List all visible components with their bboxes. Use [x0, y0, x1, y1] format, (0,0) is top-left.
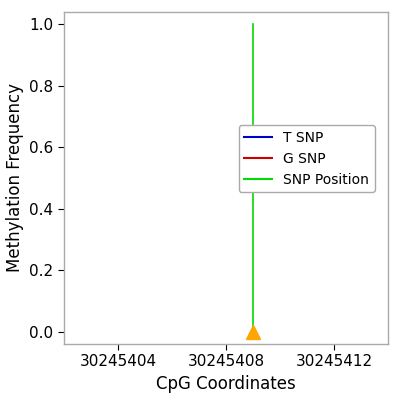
X-axis label: CpG Coordinates: CpG Coordinates: [156, 375, 296, 393]
Legend: T SNP, G SNP, SNP Position: T SNP, G SNP, SNP Position: [239, 125, 374, 192]
Y-axis label: Methylation Frequency: Methylation Frequency: [6, 84, 24, 272]
